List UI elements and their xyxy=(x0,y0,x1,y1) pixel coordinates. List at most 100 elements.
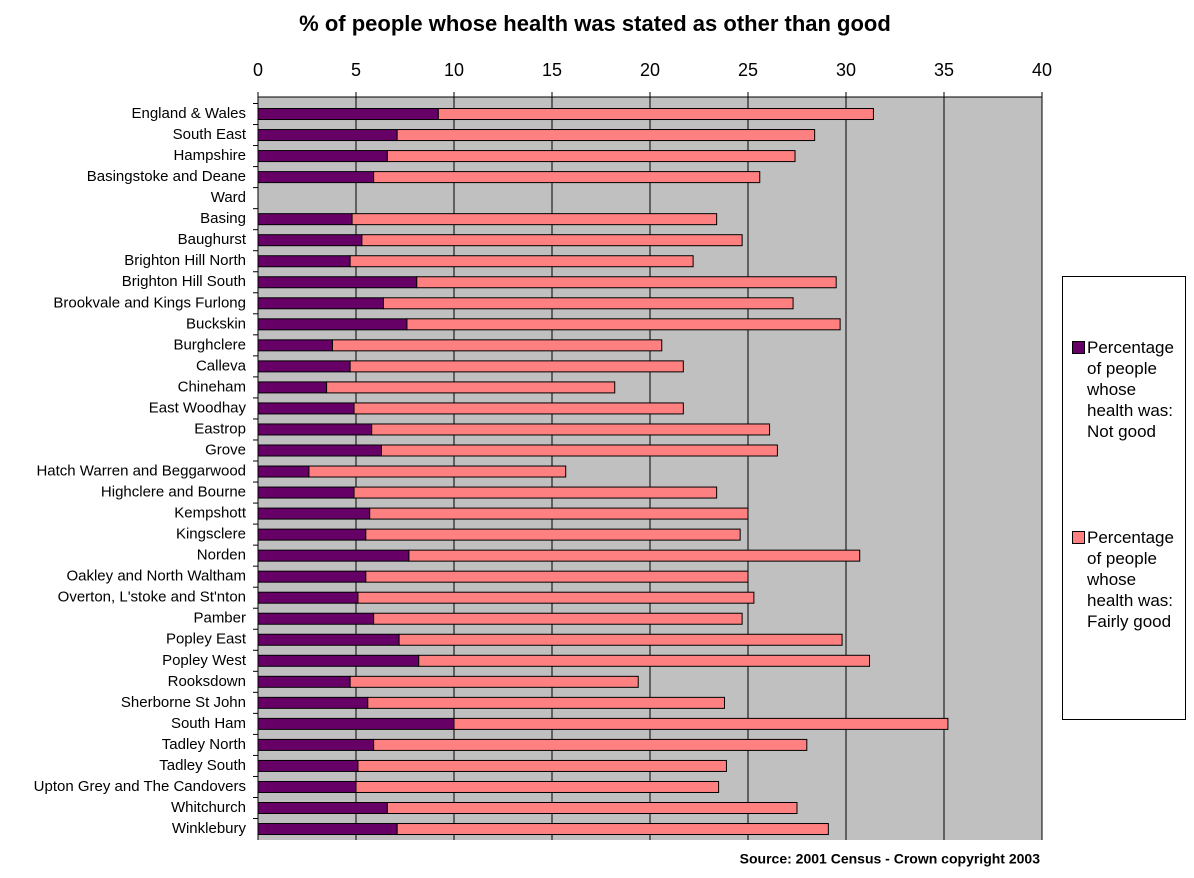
bar-segment xyxy=(257,129,398,142)
bar-segment xyxy=(257,759,359,772)
y-tick-label: Brighton Hill South xyxy=(122,273,246,290)
x-tick-label: 35 xyxy=(934,60,954,80)
y-tick-label: Popley East xyxy=(166,631,247,648)
bar-segment xyxy=(257,339,333,352)
bar-segment xyxy=(257,423,373,436)
y-tick-label: East Woodhay xyxy=(149,399,247,416)
y-tick-label: Norden xyxy=(197,547,246,564)
y-tick-label: Brookvale and Kings Furlong xyxy=(53,294,246,311)
bar-segment xyxy=(257,381,328,394)
bar-segment xyxy=(357,591,755,604)
bar-segment xyxy=(382,297,794,310)
y-tick-label: Upton Grey and The Candovers xyxy=(34,778,246,795)
bar-segment xyxy=(257,570,367,583)
y-tick-label: Whitchurch xyxy=(171,799,246,816)
bar-segment xyxy=(257,318,408,331)
bar-segment xyxy=(331,339,663,352)
y-tick-label: Hampshire xyxy=(173,147,246,164)
bar-segment xyxy=(308,465,567,478)
bar-segment xyxy=(326,381,616,394)
y-tick-label: Overton, L'stoke and St'nton xyxy=(58,589,246,606)
bar-segment xyxy=(349,675,639,688)
bar-segment xyxy=(380,444,778,457)
bar-segment xyxy=(355,780,720,793)
bar-segment xyxy=(257,444,382,457)
y-tick-label: Tadley South xyxy=(159,757,246,774)
y-tick-label: Ward xyxy=(211,189,246,206)
bar-segment xyxy=(257,276,418,289)
y-tick-label: Calleva xyxy=(196,357,247,374)
y-tick-label: Kingsclere xyxy=(176,526,246,543)
bar-segment xyxy=(396,823,829,836)
bar-segment xyxy=(257,150,388,163)
bar-segment xyxy=(386,802,798,815)
bar-segment xyxy=(257,802,388,815)
legend-swatch xyxy=(1072,531,1085,544)
y-tick-label: Brighton Hill North xyxy=(124,252,246,269)
bar-segment xyxy=(437,108,874,121)
bar-segment xyxy=(365,528,741,541)
bar-segment xyxy=(257,591,359,604)
y-tick-label: Popley West xyxy=(162,652,247,669)
bar-segment xyxy=(386,150,796,163)
bar-segment xyxy=(257,612,375,625)
x-tick-label: 40 xyxy=(1032,60,1052,80)
bar-segment xyxy=(257,108,439,121)
bar-segment xyxy=(369,507,749,520)
bar-segment xyxy=(257,696,369,709)
y-tick-label: Pamber xyxy=(193,610,246,627)
y-tick-label: Basingstoke and Deane xyxy=(87,168,246,185)
legend: Percentage of people whose health was: N… xyxy=(1062,276,1186,720)
bar-segment xyxy=(396,129,816,142)
y-tick-label: Chineham xyxy=(178,378,246,395)
y-tick-label: England & Wales xyxy=(131,105,246,122)
bar-segment xyxy=(257,360,351,373)
bar-segment xyxy=(257,780,357,793)
chart-title: % of people whose health was stated as o… xyxy=(299,11,891,36)
bar-segment xyxy=(257,297,384,310)
bar-segment xyxy=(351,213,718,226)
x-tick-label: 15 xyxy=(542,60,562,80)
x-tick-label: 25 xyxy=(738,60,758,80)
y-tick-label: Buckskin xyxy=(186,315,246,332)
bar-segment xyxy=(353,486,718,499)
bar-segment xyxy=(257,402,355,415)
x-tick-label: 0 xyxy=(253,60,263,80)
source: Source: 2001 Census - Crown copyright 20… xyxy=(740,851,1041,867)
bar-segment xyxy=(353,402,684,415)
y-tick-label: South East xyxy=(173,126,247,143)
bar-segment xyxy=(367,696,725,709)
bar-segment xyxy=(373,612,743,625)
bar-segment xyxy=(408,549,861,562)
y-tick-label: Burghclere xyxy=(173,336,246,353)
bar-segment xyxy=(361,234,743,247)
bar-segment xyxy=(257,507,371,520)
y-tick-label: Winklebury xyxy=(172,820,247,837)
y-tick-label: Baughurst xyxy=(178,231,247,248)
bar-segment xyxy=(257,654,420,667)
bar-segment xyxy=(257,549,410,562)
y-tick-label: Sherborne St John xyxy=(121,694,246,711)
bar-segment xyxy=(418,654,871,667)
legend-label: Percentage of people whose health was: N… xyxy=(1087,338,1174,441)
bar-segment xyxy=(257,528,367,541)
bar-segment xyxy=(416,276,837,289)
y-tick-label: Grove xyxy=(205,441,246,458)
bar-segment xyxy=(406,318,841,331)
legend-label: Percentage of people whose health was: F… xyxy=(1087,528,1174,631)
x-tick-label: 30 xyxy=(836,60,856,80)
bar-segment xyxy=(257,465,310,478)
bar-segment xyxy=(453,717,949,730)
bar-segment xyxy=(257,633,400,646)
bar-segment xyxy=(357,759,727,772)
y-tick-label: Tadley North xyxy=(162,736,246,753)
bar-segment xyxy=(257,213,353,226)
bar-segment xyxy=(349,360,684,373)
y-tick-label: Hatch Warren and Beggarwood xyxy=(36,462,246,479)
y-tick-label: Kempshott xyxy=(174,505,247,522)
y-tick-label: Basing xyxy=(200,210,246,227)
bar-segment xyxy=(257,255,351,268)
bar-segment xyxy=(257,738,375,751)
